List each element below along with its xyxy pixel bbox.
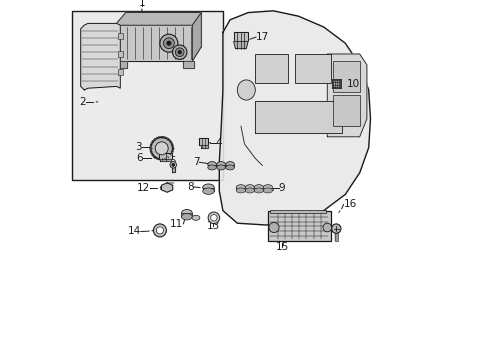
Polygon shape	[160, 159, 171, 161]
Ellipse shape	[216, 162, 225, 167]
Ellipse shape	[254, 185, 263, 190]
Text: 9: 9	[278, 183, 285, 193]
Polygon shape	[326, 54, 366, 137]
Text: 5: 5	[169, 156, 176, 166]
Text: 16: 16	[343, 199, 356, 210]
Ellipse shape	[263, 188, 272, 193]
Ellipse shape	[203, 184, 214, 191]
Circle shape	[166, 41, 171, 45]
Bar	[181, 213, 192, 217]
Polygon shape	[331, 79, 340, 88]
Circle shape	[151, 138, 172, 159]
Text: 2: 2	[80, 97, 86, 107]
Ellipse shape	[207, 162, 216, 167]
Polygon shape	[332, 80, 339, 87]
Circle shape	[163, 38, 174, 49]
Ellipse shape	[236, 185, 245, 190]
Text: 14: 14	[127, 226, 141, 237]
Polygon shape	[161, 183, 172, 192]
Bar	[216, 165, 225, 167]
Circle shape	[268, 222, 279, 233]
Ellipse shape	[237, 80, 255, 100]
Circle shape	[170, 162, 176, 168]
Circle shape	[160, 34, 178, 52]
Bar	[118, 69, 122, 75]
Polygon shape	[233, 32, 247, 41]
Circle shape	[175, 48, 183, 57]
Ellipse shape	[203, 188, 214, 194]
Bar	[270, 210, 325, 213]
Text: 13: 13	[206, 221, 219, 231]
Ellipse shape	[192, 215, 200, 220]
Polygon shape	[255, 101, 341, 133]
Ellipse shape	[236, 188, 245, 193]
Circle shape	[172, 45, 186, 59]
Ellipse shape	[181, 210, 192, 217]
Bar	[203, 188, 214, 191]
Bar	[244, 188, 254, 190]
Polygon shape	[171, 166, 174, 172]
Bar	[332, 61, 359, 92]
Ellipse shape	[216, 165, 225, 170]
Bar	[72, 11, 223, 180]
Bar	[254, 188, 263, 190]
Circle shape	[178, 50, 181, 54]
Bar	[207, 165, 216, 167]
Circle shape	[208, 212, 219, 224]
Polygon shape	[115, 25, 192, 61]
Bar	[118, 33, 122, 39]
Circle shape	[155, 142, 168, 155]
Text: 6: 6	[136, 153, 142, 163]
Bar	[263, 188, 272, 190]
Polygon shape	[118, 61, 127, 68]
Ellipse shape	[263, 185, 272, 190]
Ellipse shape	[244, 185, 254, 190]
Polygon shape	[81, 23, 120, 90]
Polygon shape	[125, 13, 201, 47]
Polygon shape	[219, 11, 370, 225]
Text: 10: 10	[346, 78, 360, 89]
Circle shape	[210, 215, 217, 221]
Bar	[236, 188, 245, 190]
Circle shape	[331, 224, 340, 233]
Ellipse shape	[244, 188, 254, 193]
Text: 17: 17	[256, 32, 269, 42]
Text: 1: 1	[138, 0, 145, 8]
Text: 7: 7	[192, 157, 199, 167]
Bar	[294, 54, 330, 83]
Bar	[332, 95, 359, 126]
Ellipse shape	[225, 165, 234, 170]
Polygon shape	[233, 41, 247, 49]
Bar	[255, 54, 287, 83]
Polygon shape	[115, 13, 201, 25]
Polygon shape	[183, 61, 194, 68]
Polygon shape	[199, 138, 208, 145]
Text: 8: 8	[186, 182, 193, 192]
Text: 12: 12	[137, 183, 150, 193]
Ellipse shape	[225, 162, 234, 167]
Polygon shape	[200, 145, 207, 148]
Bar	[334, 229, 337, 241]
Text: 4: 4	[215, 138, 222, 148]
Circle shape	[171, 163, 174, 166]
Circle shape	[153, 224, 166, 237]
Bar	[118, 51, 122, 57]
Ellipse shape	[254, 188, 263, 193]
Bar	[225, 165, 234, 167]
Ellipse shape	[181, 213, 192, 220]
Text: 3: 3	[135, 142, 142, 152]
Bar	[267, 211, 330, 241]
Polygon shape	[159, 153, 172, 159]
Ellipse shape	[207, 165, 216, 170]
Bar	[160, 186, 166, 189]
Polygon shape	[192, 13, 201, 61]
Circle shape	[322, 223, 331, 232]
Text: 15: 15	[275, 242, 288, 252]
Circle shape	[156, 227, 163, 234]
Text: 11: 11	[170, 219, 183, 229]
